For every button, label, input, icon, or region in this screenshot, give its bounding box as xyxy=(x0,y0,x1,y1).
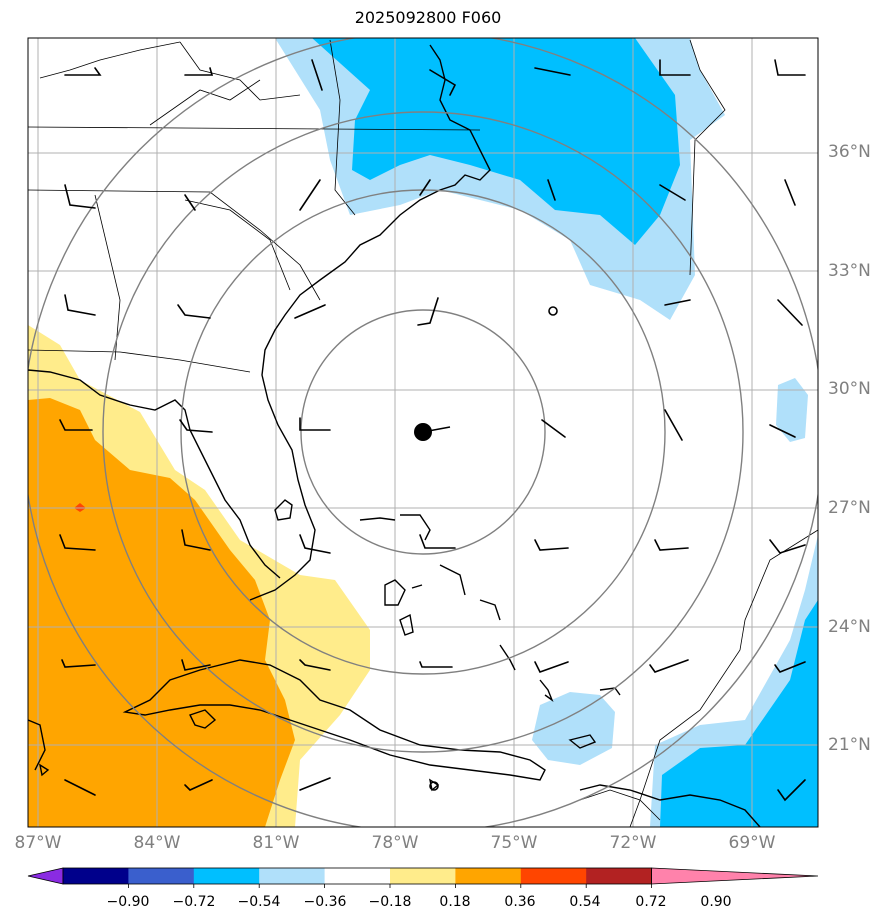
colorbar-label-1: −0.90 xyxy=(106,894,150,910)
anomaly-blue-north xyxy=(312,38,680,245)
lon-label-78w: 78°W xyxy=(371,833,419,853)
colorbar-segment xyxy=(520,868,587,884)
storm-center-barb xyxy=(422,426,451,433)
lat-label-36n: 36°N xyxy=(828,142,871,162)
colorbar-segment xyxy=(324,868,391,884)
lat-label-30n: 30°N xyxy=(828,379,871,399)
lat-label-33n: 33°N xyxy=(828,261,871,281)
colorbar xyxy=(27,867,819,888)
lon-label-75w: 75°W xyxy=(490,833,538,853)
lon-label-87w: 87°W xyxy=(14,833,62,853)
colorbar-segment xyxy=(193,868,260,884)
colorbar-label-4: −0.36 xyxy=(303,894,347,910)
colorbar-label-10: 0.90 xyxy=(700,894,732,910)
colorbar-segment xyxy=(586,868,653,884)
anomaly-light-blue-center xyxy=(532,692,615,765)
anomaly-light-blue-east xyxy=(776,378,808,442)
lat-label-21n: 21°N xyxy=(828,735,871,755)
lon-label-69w: 69°W xyxy=(728,833,776,853)
lat-label-27n: 27°N xyxy=(828,498,871,518)
colorbar-segment xyxy=(128,868,195,884)
lon-label-81w: 81°W xyxy=(252,833,300,853)
colorbar-label-6: 0.18 xyxy=(439,894,471,910)
colorbar-segment xyxy=(455,868,522,884)
anomaly-orange-west xyxy=(28,398,295,827)
plot-frame xyxy=(27,37,819,828)
colorbar-label-9: 0.72 xyxy=(635,894,667,910)
lon-label-72w: 72°W xyxy=(609,833,657,853)
range-rings xyxy=(28,38,818,827)
map-title: 2025092800 F060 xyxy=(354,8,502,27)
anomaly-blue-southeast xyxy=(660,600,818,827)
colorbar-segment xyxy=(63,868,129,884)
wind-barbs xyxy=(59,59,806,802)
lon-label-84w: 84°W xyxy=(133,833,181,853)
colorbar-segment xyxy=(390,868,456,884)
colorbar-label-8: 0.54 xyxy=(569,894,601,910)
colorbar-label-2: −0.72 xyxy=(172,894,216,910)
colorbar-label-3: −0.54 xyxy=(237,894,281,910)
state-borders xyxy=(28,39,818,827)
colorbar-segment xyxy=(259,868,326,884)
colorbar-extend-high xyxy=(651,867,819,885)
colorbar-extend-low xyxy=(27,867,64,885)
lat-label-24n: 24°N xyxy=(828,617,871,637)
coastline xyxy=(28,44,761,827)
colorbar-frame xyxy=(62,867,652,885)
colorbar-label-5: −0.18 xyxy=(368,894,412,910)
colorbar-label-7: 0.36 xyxy=(504,894,536,910)
